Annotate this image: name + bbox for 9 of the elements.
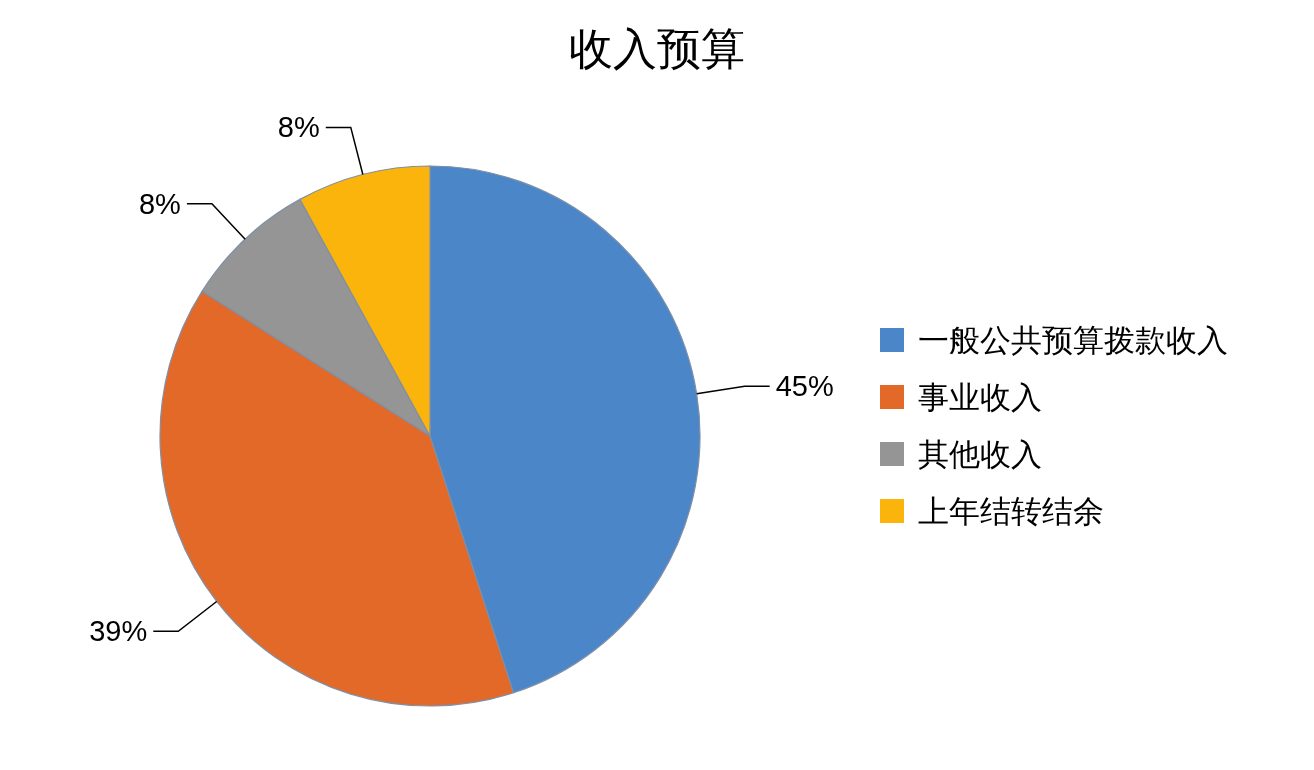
chart-title: 收入预算 [569,23,745,74]
data-label: 45% [775,370,834,403]
legend-label: 事业收入 [918,380,1042,415]
legend-label: 其他收入 [918,437,1042,472]
legend-label: 一般公共预算拨款收入 [918,323,1228,358]
data-label: 8% [138,187,181,220]
data-label: 39% [89,615,148,648]
legend-label: 上年结转结余 [918,494,1104,529]
data-label: 8% [277,111,320,144]
